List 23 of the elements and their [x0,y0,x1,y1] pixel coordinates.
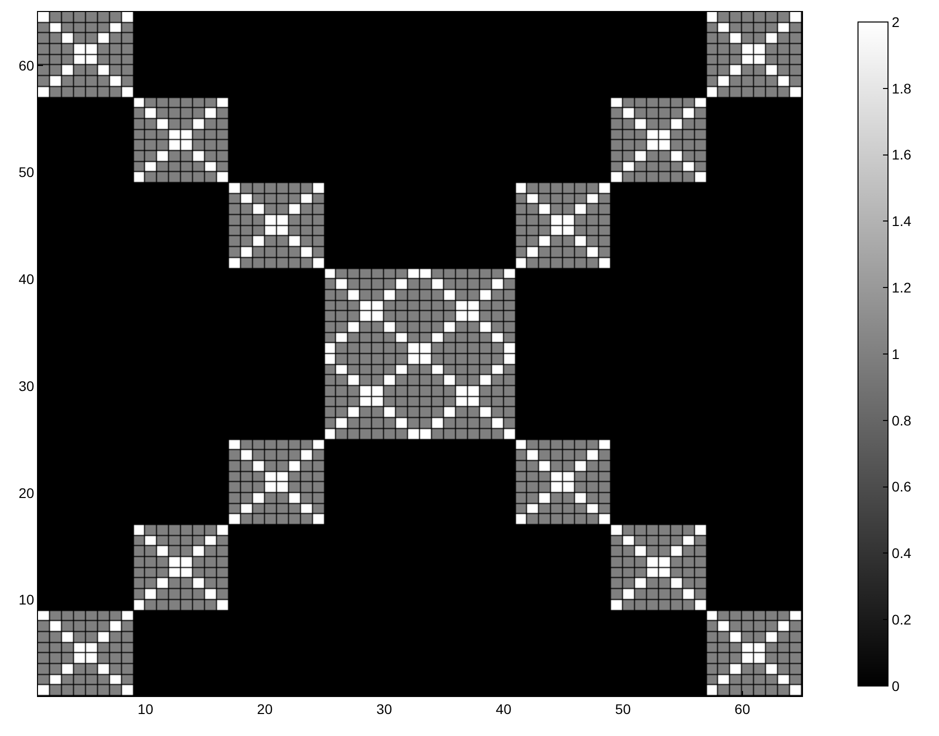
color-bar-label: 1 [892,346,900,362]
color-bar-label: 0 [892,678,900,694]
x-tick-label: 60 [734,700,750,717]
color-bar-label: 1.4 [892,213,912,230]
y-tick-label: 40 [18,271,34,288]
color-bar-label: 1.2 [892,280,912,296]
x-tick-label: 30 [376,700,392,717]
y-tick-label: 30 [18,378,34,394]
color-bar-label: 0.2 [892,612,912,628]
color-bar-label: 2 [892,14,900,30]
y-tick-label: 50 [18,164,34,180]
y-tick-label: 20 [18,484,34,501]
y-tick-label: 60 [18,57,34,74]
y-tick-label: 10 [18,592,34,608]
color-bar-label: 0.4 [892,545,912,562]
color-bar-label: 0.8 [892,412,912,428]
color-bar-label: 1.6 [892,146,912,163]
x-tick-label: 20 [257,700,273,717]
x-tick-label: 10 [138,700,154,717]
color-bar-label: 1.8 [892,80,912,96]
x-tick-label: 40 [496,700,512,717]
color-bar-label: 0.6 [892,478,912,495]
x-tick-label: 50 [615,700,631,717]
